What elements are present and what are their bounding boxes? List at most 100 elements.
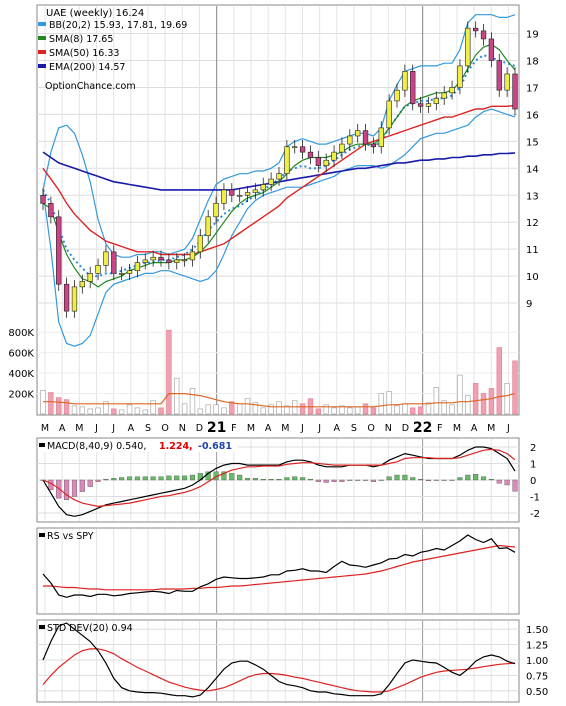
candle-body [402, 70, 408, 91]
macd-histogram-bar [394, 474, 400, 481]
candle-body [244, 192, 251, 196]
volume-bar [394, 405, 400, 415]
volume-bar [236, 403, 243, 415]
price-tick-label: 19 [526, 30, 539, 41]
volume-bar [197, 408, 204, 415]
macd-histogram-bar [473, 474, 479, 481]
macd-histogram-bar [315, 479, 321, 482]
macd-histogram [40, 471, 518, 501]
std-tick-label: 0.75 [526, 671, 548, 682]
month-label: 22 [413, 420, 432, 436]
macd-histogram-bar [252, 478, 258, 481]
bollinger-lower-band [42, 108, 516, 347]
candle-body [394, 89, 400, 102]
price-panel-frame [36, 4, 520, 416]
volume-bar [229, 401, 235, 415]
rs-legend-swatch [39, 533, 45, 537]
candle-body [504, 73, 510, 91]
volume-bar [126, 404, 133, 415]
candle-body [410, 70, 416, 104]
std-y-ticks: 0.50 0.75 1.00 1.25 1.50 [526, 625, 548, 698]
candle-body [299, 146, 306, 153]
macd-histogram-bar [119, 477, 125, 481]
macd-histogram-bar [331, 479, 337, 482]
candle-body [339, 143, 345, 153]
macd-tick-label: -2 [530, 509, 540, 520]
volume-bar [48, 392, 54, 415]
legend-swatch-bb [38, 22, 46, 26]
macd-histogram-bar [307, 478, 314, 481]
price-tick-label: 11 [526, 245, 539, 256]
macd-histogram-bar [166, 475, 172, 481]
macd-histogram-bar [355, 479, 361, 481]
macd-signal-value: -0.681 [198, 441, 232, 452]
legend-sma8: SMA(8) 17.65 [49, 34, 113, 45]
month-label: A [59, 423, 66, 434]
month-label: J [506, 423, 510, 434]
candle-body [71, 286, 78, 312]
volume-bar [71, 405, 78, 415]
macd-histogram-bar [103, 478, 109, 481]
macd-histogram-bar [229, 473, 235, 481]
volume-bar [150, 400, 156, 415]
month-label: A [128, 423, 135, 434]
macd-histogram-bar [488, 478, 494, 481]
macd-label-bg [38, 439, 238, 452]
price-tick-label: 17 [526, 83, 539, 94]
candle-body [56, 216, 62, 285]
legend-swatch-ema200 [38, 64, 46, 68]
candle-body [362, 130, 369, 145]
macd-panel: -2 -1 0 1 2 MACD(8,40,9) 0.540, 1.224, -0.68… [36, 437, 540, 523]
candle-body [252, 189, 259, 193]
month-label: O [161, 423, 168, 434]
macd-histogram-bar [134, 476, 140, 481]
volume-bar [370, 407, 377, 415]
macd-histogram-bar [244, 478, 251, 481]
candle-body [260, 184, 266, 191]
month-label: J [94, 423, 98, 434]
macd-histogram-bar [370, 479, 376, 482]
volume-bar [472, 382, 479, 415]
price-grid [37, 6, 519, 414]
volume-bar [174, 377, 180, 415]
month-label: A [334, 423, 341, 434]
volume-bar [488, 388, 495, 415]
candle-body [370, 143, 377, 148]
candle-body [158, 256, 164, 261]
volume-average-line [43, 393, 516, 408]
volume-bar [252, 402, 259, 415]
candle-body [417, 103, 424, 107]
macd-histogram-bar [95, 479, 101, 482]
volume-bar [512, 360, 518, 415]
candle-body [512, 73, 518, 110]
std-tick-label: 0.50 [526, 687, 548, 698]
month-label: S [351, 423, 357, 434]
rs-label: RS vs SPY [47, 531, 94, 542]
volume-bar [339, 405, 345, 415]
macd-histogram-bar [142, 476, 148, 481]
price-tick-label: 15 [526, 137, 539, 148]
candle-body [433, 97, 439, 104]
price-candles [40, 21, 518, 318]
month-label: F [437, 423, 442, 434]
macd-signal-line [42, 448, 516, 508]
macd-histogram-bar [182, 475, 188, 481]
price-tick-label: 14 [526, 164, 539, 175]
macd-value: 1.224, [159, 441, 193, 452]
candle-body [292, 146, 298, 149]
volume-tick-label: 400K [8, 369, 34, 380]
volume-tick-label: 800K [8, 328, 34, 339]
std-average-line [42, 648, 516, 693]
macd-tick-label: 0 [530, 476, 536, 487]
volume-bar [299, 403, 306, 415]
month-label: M [281, 423, 289, 434]
volume-bar [441, 400, 447, 415]
candle-body [79, 281, 85, 288]
std-tick-label: 1.25 [526, 641, 548, 652]
month-label: A [265, 423, 272, 434]
macd-histogram-bar [158, 476, 164, 481]
candle-body [174, 259, 180, 263]
month-label: S [145, 423, 151, 434]
volume-bar [111, 408, 117, 415]
volume-bar [315, 408, 322, 415]
